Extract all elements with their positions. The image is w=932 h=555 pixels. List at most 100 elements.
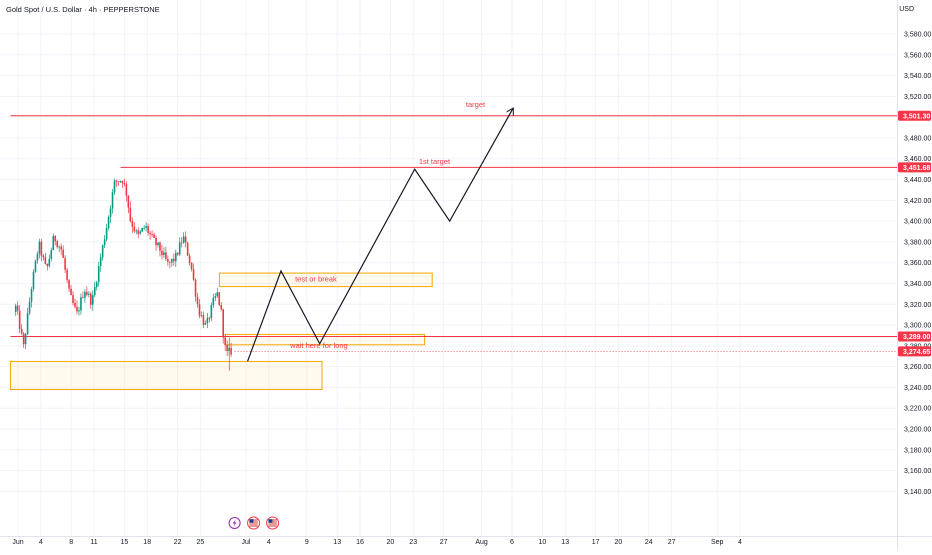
candle bbox=[153, 232, 155, 239]
us-flag-icon-canton bbox=[268, 519, 273, 523]
candle bbox=[42, 253, 45, 261]
candle-body bbox=[129, 207, 132, 222]
price-tag-bg bbox=[898, 162, 931, 173]
candle bbox=[171, 258, 173, 267]
price-tag-label: 3,289.00 bbox=[903, 334, 930, 341]
candle-body bbox=[107, 216, 110, 229]
annotation-label[interactable]: wait here for long bbox=[289, 341, 348, 350]
candle bbox=[48, 254, 51, 268]
us-flag-icon[interactable] bbox=[266, 516, 280, 530]
candle bbox=[182, 232, 185, 244]
candle-body bbox=[34, 260, 37, 272]
price-tag-bg bbox=[898, 346, 931, 357]
candle-body bbox=[176, 252, 179, 255]
candle-body bbox=[210, 304, 213, 319]
price-tag[interactable]: 3,451.68 bbox=[898, 162, 931, 173]
candle-body bbox=[135, 230, 138, 232]
candle-body bbox=[208, 317, 211, 319]
time-tick-label: Sep bbox=[711, 539, 724, 546]
candle-body bbox=[157, 242, 159, 246]
candle bbox=[224, 333, 226, 352]
candle bbox=[180, 237, 183, 248]
annotation-label[interactable]: target bbox=[466, 100, 486, 109]
candle-body bbox=[52, 235, 55, 251]
candle-body bbox=[78, 310, 80, 312]
candle-body bbox=[24, 334, 27, 345]
price-tag[interactable]: 3,289.00 bbox=[898, 331, 931, 342]
candle bbox=[204, 320, 207, 325]
us-flag-icon-stripe bbox=[268, 519, 277, 521]
candle bbox=[97, 261, 100, 287]
candle-body bbox=[214, 296, 217, 298]
candle-body bbox=[48, 258, 51, 267]
candle bbox=[111, 188, 114, 214]
candle-body bbox=[204, 323, 207, 325]
lightning-icon[interactable] bbox=[228, 517, 241, 529]
candle-body bbox=[88, 293, 90, 295]
annotation-label[interactable]: test or break bbox=[295, 274, 337, 283]
candle bbox=[173, 253, 175, 266]
us-flag-icon[interactable] bbox=[247, 516, 261, 530]
price-tick-label: 3,560.00 bbox=[904, 52, 931, 59]
time-tick-label: 4 bbox=[39, 539, 43, 546]
candle bbox=[28, 297, 31, 316]
candle-body bbox=[178, 242, 181, 255]
time-tick-label: 4 bbox=[267, 539, 271, 546]
candle bbox=[34, 259, 37, 273]
price-tick-label: 3,580.00 bbox=[904, 32, 931, 39]
candle-body bbox=[22, 333, 25, 345]
price-tick-label: 3,220.00 bbox=[904, 406, 931, 413]
candle bbox=[178, 237, 181, 257]
us-flag-icon-stripe bbox=[249, 519, 258, 521]
candle-body bbox=[62, 249, 64, 258]
candle bbox=[40, 238, 43, 262]
price-tick-label: 3,400.00 bbox=[904, 219, 931, 226]
candle bbox=[101, 244, 104, 261]
candle-body bbox=[109, 208, 112, 217]
candle bbox=[82, 291, 84, 299]
candle-body bbox=[180, 242, 183, 244]
candle bbox=[226, 340, 228, 357]
candle bbox=[91, 290, 94, 311]
price-tag-bg bbox=[898, 110, 931, 121]
candle-body bbox=[113, 180, 116, 193]
candle bbox=[16, 301, 19, 315]
candle-body bbox=[20, 328, 23, 334]
price-tag[interactable]: 3,274.65 bbox=[898, 346, 931, 357]
candle bbox=[145, 222, 147, 232]
candle bbox=[26, 307, 29, 335]
candle-body bbox=[91, 295, 94, 305]
candle-body bbox=[101, 245, 104, 258]
candle bbox=[121, 180, 124, 188]
price-tick-label: 3,420.00 bbox=[904, 198, 931, 205]
us-flag-icon-stripe bbox=[249, 521, 258, 523]
candle bbox=[192, 263, 195, 281]
candle bbox=[62, 245, 64, 259]
candle-body bbox=[121, 181, 124, 184]
projection-path[interactable] bbox=[246, 109, 513, 362]
candle-body bbox=[97, 266, 100, 283]
candle-body bbox=[44, 257, 47, 264]
candle-body bbox=[147, 226, 149, 233]
candle-body bbox=[16, 305, 19, 311]
currency-label[interactable]: USD bbox=[899, 6, 914, 13]
candle-body bbox=[18, 310, 21, 329]
candle bbox=[105, 223, 108, 242]
candle-body bbox=[105, 228, 108, 240]
candle-body bbox=[90, 293, 92, 305]
annotation-label[interactable]: 1st target bbox=[419, 157, 451, 166]
price-tag[interactable]: 3,501.30 bbox=[898, 110, 931, 121]
zone-box-3[interactable] bbox=[9, 360, 323, 391]
candle-body bbox=[119, 181, 122, 183]
candle bbox=[133, 222, 136, 234]
candle-body bbox=[111, 192, 114, 209]
time-tick-label: 4 bbox=[738, 539, 742, 546]
candle-body bbox=[141, 227, 143, 232]
price-tick-label: 3,360.00 bbox=[904, 260, 931, 267]
candle-body bbox=[173, 258, 175, 262]
candle bbox=[218, 291, 221, 307]
zone-box-1[interactable] bbox=[218, 272, 433, 288]
candle-body bbox=[93, 287, 96, 296]
